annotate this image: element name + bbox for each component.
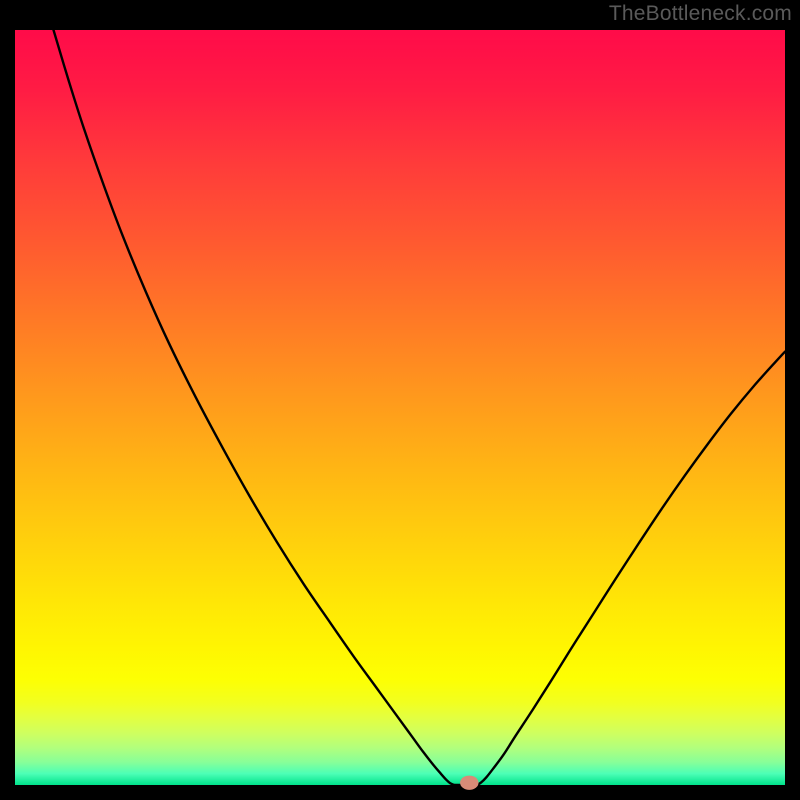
- bottleneck-chart: [0, 0, 800, 800]
- plot-background: [15, 30, 785, 785]
- watermark-text: TheBottleneck.com: [609, 2, 792, 26]
- chart-container: TheBottleneck.com: [0, 0, 800, 800]
- bottleneck-marker: [460, 776, 478, 790]
